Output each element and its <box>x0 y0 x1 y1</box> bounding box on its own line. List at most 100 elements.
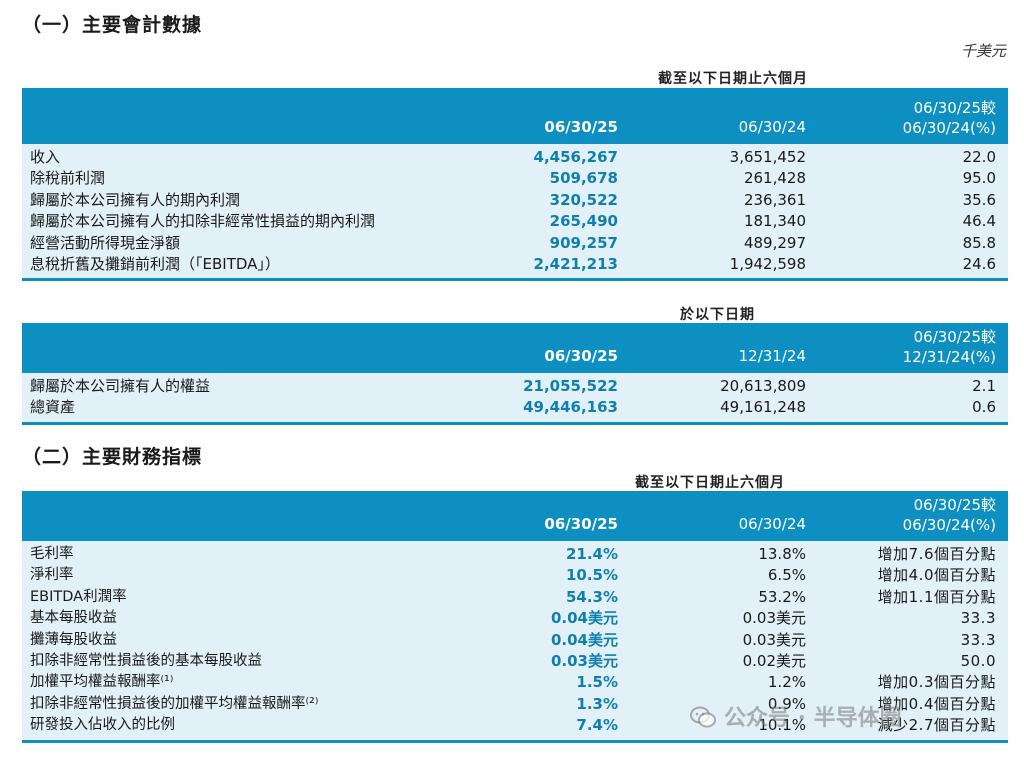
row-value-prior: 261,428 <box>743 169 806 188</box>
row-label: 攤薄每股收益 <box>30 631 117 648</box>
row-label: 息稅折舊及攤銷前利潤（「EBITDA」） <box>30 254 280 273</box>
row-value-current: 49,446,163 <box>523 398 618 417</box>
row-value-change: 95.0 <box>962 169 996 188</box>
table-row: 研發投入佔收入的比例 7.4% 10.1% 減少2.7個百分點 <box>22 715 1008 736</box>
watermark: 公众号 · 半导体圈 <box>690 700 902 732</box>
table-b-period-label: 於以下日期 <box>680 307 755 323</box>
row-value-current: 320,522 <box>549 190 618 209</box>
table-row: 息稅折舊及攤銷前利潤（「EBITDA」） 2,421,213 1,942,598 24… <box>22 254 1008 275</box>
row-value-current: 21.4% <box>565 545 618 563</box>
table-a-period-label: 截至以下日期止六個月 <box>658 71 808 87</box>
header-col-current: 06/30/25 <box>544 347 618 365</box>
header-col-change-line1: 06/30/25較 <box>913 328 996 346</box>
table-row: 歸屬於本公司擁有人的權益 21,055,522 20,613,809 2.1 <box>22 376 1008 397</box>
row-value-change: 增加7.6個百分點 <box>877 545 996 563</box>
row-value-change: 46.4 <box>962 212 996 231</box>
row-value-current: 0.03美元 <box>550 651 618 670</box>
row-value-change: 33.3 <box>960 609 996 628</box>
row-label: 除稅前利潤 <box>30 169 106 188</box>
row-value-change: 50.0 <box>960 651 996 670</box>
table-c: 06/30/25 06/30/24 06/30/25較 06/30/24(%) … <box>22 491 1008 743</box>
row-value-prior: 181,340 <box>743 212 806 231</box>
table-row: 毛利率 21.4% 13.8% 增加7.6個百分點 <box>22 544 1008 565</box>
wechat-icon <box>690 706 716 728</box>
row-value-current: 21,055,522 <box>523 377 618 395</box>
table-b-body: 歸屬於本公司擁有人的權益 21,055,522 20,613,809 2.1 總資產 4… <box>22 373 1008 425</box>
row-value-prior: 0.03美元 <box>742 609 806 628</box>
row-value-current: 1.5% <box>576 673 618 692</box>
row-value-prior: 10.1% <box>758 716 806 735</box>
row-label: 淨利率 <box>30 567 74 584</box>
table-row: 加權平均權益報酬率⁽¹⁾ 1.5% 1.2% 增加0.3個百分點 <box>22 672 1008 693</box>
row-value-prior: 20,613,809 <box>720 377 806 395</box>
row-label: 歸屬於本公司擁有人的扣除非經常性損益的期內利潤 <box>30 212 376 231</box>
row-label: EBITDA利潤率 <box>30 588 127 605</box>
row-label: 歸屬於本公司擁有人的期內利潤 <box>30 190 241 209</box>
table-row: 扣除非經常性損益後的基本每股收益 0.03美元 0.02美元 50.0 <box>22 651 1008 672</box>
row-value-prior: 6.5% <box>767 566 806 585</box>
table-row: 扣除非經常性損益後的加權平均權益報酬率⁽²⁾ 1.3% 0.9% 增加0.4個百分點 <box>22 694 1008 715</box>
row-value-prior: 0.9% <box>767 694 806 713</box>
header-col-prior: 12/31/24 <box>738 347 806 365</box>
row-label: 扣除非經常性損益後的基本每股收益 <box>30 652 262 669</box>
row-label: 毛利率 <box>30 546 74 562</box>
row-value-prior: 53.2% <box>758 587 806 606</box>
row-label: 基本每股收益 <box>30 610 117 627</box>
row-value-prior: 1.2% <box>767 673 806 692</box>
unit-label: 千美元 <box>960 42 1006 60</box>
table-row: 總資產 49,446,163 49,161,248 0.6 <box>22 397 1008 418</box>
header-col-change-line2: 06/30/24(%) <box>902 119 996 137</box>
table-row: 歸屬於本公司擁有人的扣除非經常性損益的期內利潤 265,490 181,340 46.… <box>22 211 1008 232</box>
row-value-change: 35.6 <box>962 190 996 209</box>
table-row: 歸屬於本公司擁有人的期內利潤 320,522 236,361 35.6 <box>22 190 1008 211</box>
row-value-current: 2,421,213 <box>533 254 618 273</box>
row-label: 扣除非經常性損益後的加權平均權益報酬率⁽²⁾ <box>30 695 319 712</box>
section-title-accounting-data: （一）主要會計數據 <box>22 14 203 36</box>
row-value-current: 1.3% <box>576 694 618 713</box>
row-value-current: 4,456,267 <box>533 148 618 166</box>
row-value-prior: 13.8% <box>758 545 806 563</box>
table-row: 收入 4,456,267 3,651,452 22.0 <box>22 147 1008 168</box>
row-value-current: 509,678 <box>549 169 618 188</box>
table-a: 06/30/25 06/30/24 06/30/25較 06/30/24(%) … <box>22 88 1008 282</box>
header-col-change-line1: 06/30/25較 <box>913 99 996 117</box>
row-value-current: 10.5% <box>565 566 618 585</box>
row-value-change: 增加4.0個百分點 <box>877 566 996 585</box>
row-label: 收入 <box>30 148 61 166</box>
row-value-current: 0.04美元 <box>550 630 618 649</box>
row-label: 加權平均權益報酬率⁽¹⁾ <box>30 674 174 691</box>
table-b: 06/30/25 12/31/24 06/30/25較 12/31/24(%) … <box>22 323 1008 425</box>
row-label: 研發投入佔收入的比例 <box>30 717 175 734</box>
row-value-change: 33.3 <box>960 630 996 649</box>
row-value-change: 85.8 <box>962 233 996 252</box>
row-value-change: 2.1 <box>972 377 996 395</box>
row-value-prior: 0.03美元 <box>742 630 806 649</box>
header-col-prior: 06/30/24 <box>738 515 806 533</box>
table-row: 基本每股收益 0.04美元 0.03美元 33.3 <box>22 608 1008 629</box>
header-col-change-line2: 12/31/24(%) <box>902 348 996 366</box>
row-label: 總資產 <box>30 398 76 417</box>
row-value-prior: 0.02美元 <box>742 651 806 670</box>
table-row: EBITDA利潤率 54.3% 53.2% 增加1.1個百分點 <box>22 587 1008 608</box>
header-col-change: 06/30/25較 12/31/24(%) <box>903 327 996 367</box>
table-row: 攤薄每股收益 0.04美元 0.03美元 33.3 <box>22 630 1008 651</box>
table-a-header: 06/30/25 06/30/24 06/30/25較 06/30/24(%) <box>22 88 1008 144</box>
row-value-prior: 489,297 <box>743 233 806 252</box>
header-col-change-line2: 06/30/24(%) <box>902 516 996 534</box>
table-row: 除稅前利潤 509,678 261,428 95.0 <box>22 168 1008 189</box>
watermark-text: 公众号 · 半导体圈 <box>724 706 902 731</box>
header-col-current: 06/30/25 <box>544 515 618 533</box>
header-col-change: 06/30/25較 06/30/24(%) <box>903 495 996 535</box>
row-value-change: 增加0.4個百分點 <box>877 694 996 713</box>
header-col-current: 06/30/25 <box>544 118 618 136</box>
row-value-current: 909,257 <box>549 233 618 252</box>
table-row: 淨利率 10.5% 6.5% 增加4.0個百分點 <box>22 565 1008 586</box>
header-col-prior: 06/30/24 <box>738 118 806 136</box>
row-label: 歸屬於本公司擁有人的權益 <box>30 377 211 395</box>
row-value-prior: 49,161,248 <box>720 398 806 417</box>
row-value-change: 增加0.3個百分點 <box>877 673 996 692</box>
row-label: 經營活動所得現金淨額 <box>30 233 181 252</box>
row-value-change: 22.0 <box>962 148 996 166</box>
row-value-change: 增加1.1個百分點 <box>877 587 996 606</box>
header-col-change: 06/30/25較 06/30/24(%) <box>903 98 996 138</box>
